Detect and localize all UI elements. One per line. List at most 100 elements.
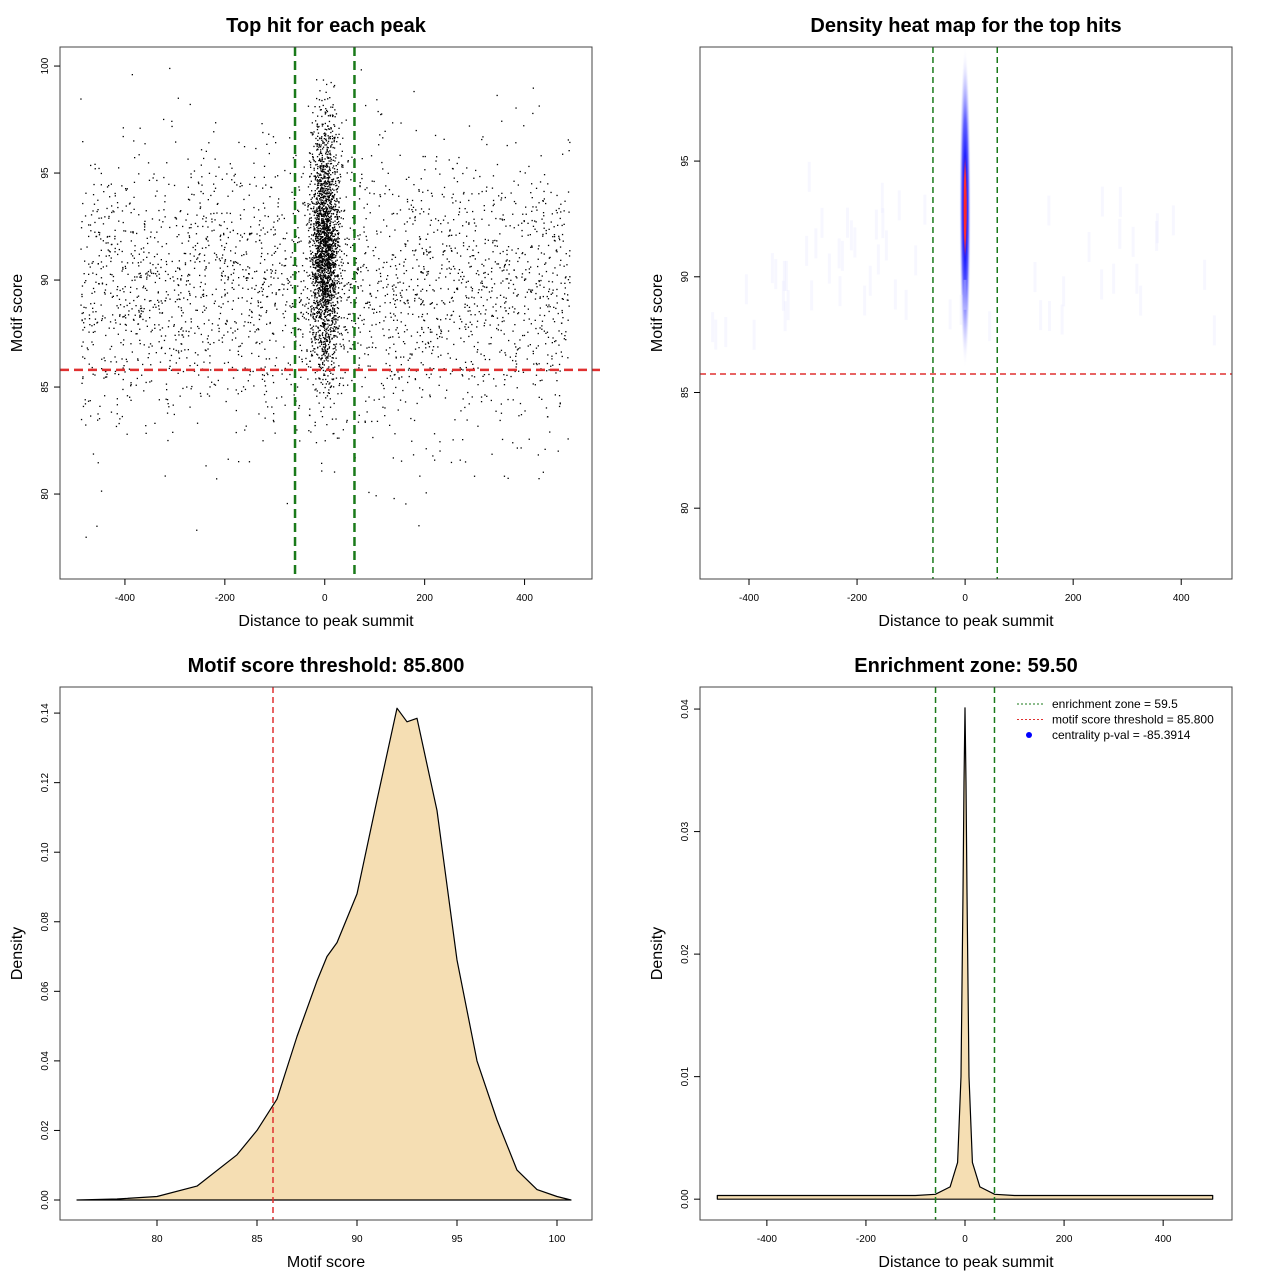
data-point (323, 191, 325, 193)
data-point (365, 302, 367, 305)
data-point (324, 134, 326, 137)
data-point (172, 431, 174, 433)
data-point (326, 231, 329, 233)
data-point (381, 161, 383, 164)
data-point (333, 263, 336, 265)
data-point (248, 314, 250, 317)
data-point (354, 322, 357, 325)
data-point (323, 304, 325, 307)
data-point (328, 227, 330, 229)
data-point (136, 333, 138, 335)
data-point (325, 307, 327, 309)
data-point (128, 203, 131, 205)
data-point (144, 287, 147, 290)
data-point (405, 230, 407, 232)
data-point (559, 239, 561, 241)
data-point (319, 109, 322, 111)
data-point (495, 385, 497, 387)
data-point (189, 303, 191, 305)
data-point (362, 265, 364, 267)
data-point (290, 306, 292, 309)
data-point (339, 245, 341, 248)
data-point (314, 175, 316, 177)
data-point (312, 260, 314, 262)
data-point (168, 406, 170, 408)
data-point (274, 302, 276, 304)
data-point (326, 228, 328, 230)
data-point (478, 193, 480, 195)
data-point (291, 239, 293, 241)
data-point (115, 322, 117, 324)
data-point (323, 214, 325, 216)
data-point (319, 264, 321, 266)
data-point (207, 226, 209, 228)
data-point (328, 383, 330, 385)
data-point (314, 193, 316, 196)
data-point (334, 346, 337, 348)
data-point (318, 227, 320, 230)
data-point (318, 245, 320, 247)
data-point (392, 122, 394, 124)
data-point (107, 242, 109, 244)
data-point (467, 391, 469, 394)
data-point (100, 184, 102, 186)
data-point (426, 290, 428, 292)
data-point (319, 266, 322, 269)
data-point (132, 231, 134, 233)
data-point (473, 218, 475, 220)
data-point (308, 240, 311, 242)
data-point (452, 300, 454, 302)
data-point (506, 249, 508, 251)
data-point (346, 237, 348, 239)
data-point (314, 273, 316, 275)
data-point (88, 363, 90, 365)
data-point (268, 285, 270, 288)
data-point (260, 315, 262, 317)
data-point (235, 322, 237, 324)
data-point (379, 272, 382, 275)
data-point (251, 316, 253, 318)
data-point (313, 194, 315, 196)
data-point (310, 355, 313, 357)
data-point (523, 220, 525, 223)
data-point (332, 288, 334, 290)
data-point (174, 334, 176, 336)
data-point (119, 304, 122, 306)
data-point (334, 116, 336, 118)
data-point (334, 203, 336, 205)
data-point (327, 293, 329, 295)
data-point (335, 335, 337, 337)
data-point (341, 225, 343, 228)
data-point (318, 263, 320, 265)
data-point (217, 324, 219, 326)
data-point (337, 251, 339, 253)
data-point (180, 279, 182, 281)
data-point (324, 234, 326, 236)
data-point (179, 298, 181, 301)
data-point (340, 176, 342, 178)
data-point (341, 334, 343, 336)
data-point (217, 202, 219, 205)
data-point (335, 157, 337, 159)
data-point (314, 255, 317, 257)
data-point (335, 318, 337, 320)
data-point (328, 248, 330, 250)
data-point (316, 179, 319, 181)
data-point (552, 318, 554, 320)
data-point (361, 319, 363, 322)
data-point (210, 194, 212, 197)
data-point (98, 231, 100, 233)
data-point (232, 264, 234, 267)
data-point (543, 227, 545, 229)
data-point (503, 296, 505, 298)
data-point (277, 175, 279, 177)
data-point (327, 173, 329, 175)
data-point (314, 276, 316, 278)
data-point (324, 386, 326, 389)
data-point (310, 350, 312, 353)
data-point (322, 218, 324, 220)
data-point (329, 406, 332, 408)
data-point (123, 315, 125, 318)
data-point (387, 172, 389, 174)
data-point (96, 210, 98, 213)
